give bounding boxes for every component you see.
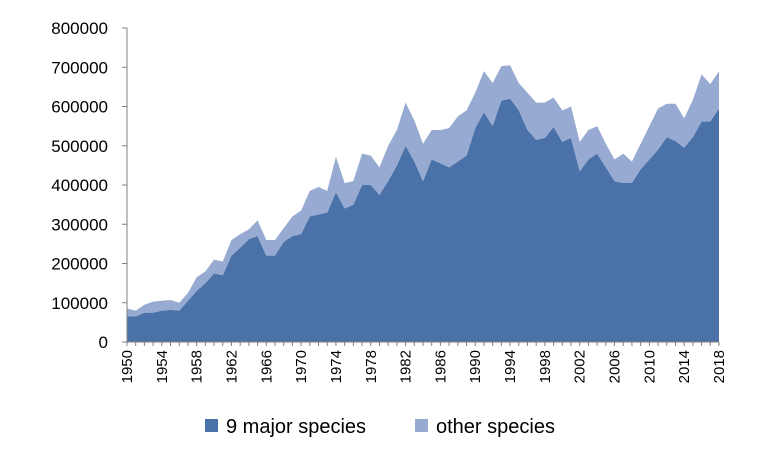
- x-tick-label: 1994: [502, 350, 519, 383]
- x-tick-label: 1998: [537, 350, 554, 383]
- x-tick-label: 2018: [711, 350, 728, 383]
- x-tick-label: 1974: [328, 350, 345, 383]
- x-tick-label: 1990: [467, 350, 484, 383]
- legend: 9 major species other species: [205, 416, 555, 438]
- x-tick-label: 1954: [154, 350, 171, 383]
- x-tick-label: 2002: [572, 350, 589, 383]
- x-tick-label: 1970: [293, 350, 310, 383]
- y-tick-label: 500000: [51, 137, 108, 156]
- y-tick-label: 700000: [51, 58, 108, 77]
- area-series-other-species: [127, 65, 719, 317]
- y-tick-label: 300000: [51, 215, 108, 234]
- x-tick-label: 2014: [676, 350, 693, 383]
- y-tick-label: 600000: [51, 98, 108, 117]
- plot-area: [127, 65, 719, 343]
- legend-label-other-species: other species: [436, 416, 555, 438]
- x-tick-label: 1966: [258, 350, 275, 383]
- y-tick-label: 0: [99, 333, 108, 352]
- x-tick-label: 2006: [607, 350, 624, 383]
- x-axis-ticks: 1950 1954 1958 1962 1966 1970 1974 1978 1982 1986…: [119, 342, 728, 383]
- legend-label-major-species: 9 major species: [226, 416, 366, 438]
- x-tick-label: 1958: [189, 350, 206, 383]
- x-tick-label: 1950: [119, 350, 136, 383]
- x-tick-label: 1982: [398, 350, 415, 383]
- x-tick-label: 2010: [641, 350, 658, 383]
- y-tick-label: 100000: [51, 294, 108, 313]
- x-tick-label: 1986: [432, 350, 449, 383]
- y-tick-label: 400000: [51, 176, 108, 195]
- y-tick-label: 800000: [51, 19, 108, 38]
- x-tick-label: 1962: [223, 350, 240, 383]
- x-tick-label: 1978: [363, 350, 380, 383]
- y-axis-ticks: 0 100000 200000 300000 400000 500000 600000 700…: [51, 19, 127, 352]
- legend-swatch-other-species: [415, 419, 428, 432]
- y-tick-label: 200000: [51, 255, 108, 274]
- legend-swatch-major-species: [205, 419, 218, 432]
- area-series-major-species: [127, 98, 719, 343]
